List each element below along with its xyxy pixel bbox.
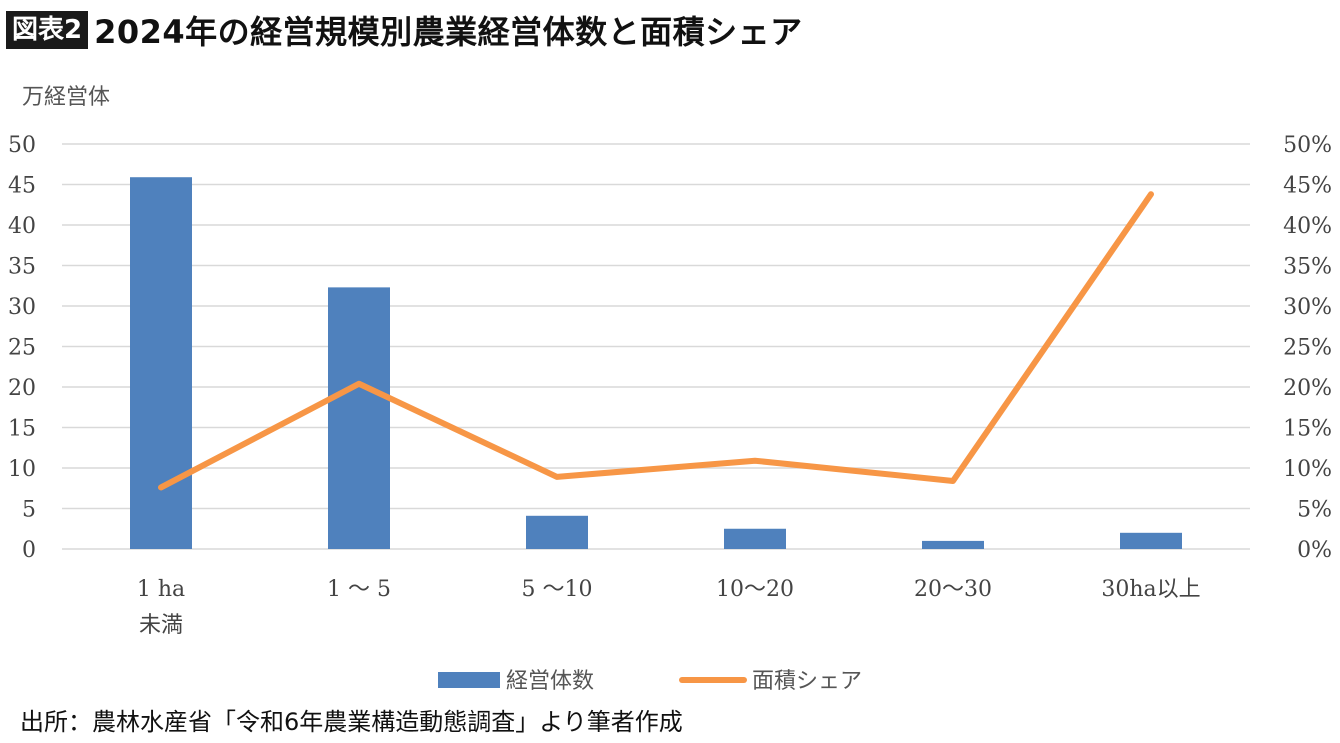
y-tick-label: 35 [8,255,36,280]
y-tick-label: 15 [8,417,36,442]
series-line [158,191,1154,491]
line-point [1150,193,1152,196]
y2-tick-label: 45% [1283,174,1332,199]
y-tick-label: 30 [8,295,36,320]
y-tick-label: 0 [22,538,36,563]
line-point [160,486,162,489]
bar-series [130,177,1182,549]
y-tick-label: 5 [22,498,36,523]
y2-tick-label: 50% [1283,133,1332,158]
line-point [754,459,756,462]
x-tick-label: 30ha以上 [1101,577,1200,602]
figure-badge: 図表2 [6,11,89,49]
x-tick-label: 20～30 [914,577,992,602]
y2-tick-label: 5% [1297,498,1332,523]
y2-tick-label: 40% [1283,214,1332,239]
y-tick-label: 45 [8,174,36,199]
y2-tick-label: 20% [1283,376,1332,401]
y2-tick-label: 35% [1283,255,1332,280]
legend-label-line: 面積シェア [752,669,862,694]
bar [1120,532,1182,549]
line-point [952,479,954,482]
left-axis-label: 万経営体 [22,85,110,110]
bar [130,177,192,549]
bar [724,528,786,549]
y2-tick-label: 0% [1297,538,1332,563]
x-tick-label: 5 ～10 [522,577,593,602]
left-axis-ticks: 0 5 10 15 20 25 30 35 40 45 50 [8,133,36,563]
bar [526,515,588,549]
legend-swatch-bar [438,672,500,688]
chart-title-row: 図表2 2024年の経営規模別農業経営体数と面積シェア [6,8,803,52]
line-series [158,191,1154,491]
line-point [556,475,558,478]
legend-label-bar: 経営体数 [506,669,594,694]
y-tick-label: 20 [8,376,36,401]
y-tick-label: 50 [8,133,36,158]
y-tick-label: 40 [8,214,36,239]
source-note: 出所：農林水産省「令和6年農業構造動態調査」より筆者作成 [20,708,683,736]
y2-tick-label: 30% [1283,295,1332,320]
y2-tick-label: 15% [1283,417,1332,442]
right-axis-ticks: 0% 5% 10% 15% 20% 25% 30% 35% 40% 45% 50% [1283,133,1332,563]
y2-tick-label: 10% [1283,457,1332,482]
y2-tick-label: 25% [1283,336,1332,361]
bar [922,540,984,549]
line-point [358,382,360,385]
legend: 経営体数 面積シェア [438,669,862,694]
x-tick-label: 10～20 [716,577,794,602]
x-tick-label: 1 ha 未満 [137,577,185,638]
category-axis-ticks: 1 ha 未満 1 ～ 5 5 ～10 10～20 20～30 30ha以上 [137,577,1201,638]
chart-title: 2024年の経営規模別農業経営体数と面積シェア [94,13,803,51]
bar [328,287,390,549]
y-tick-label: 10 [8,457,36,482]
x-tick-label: 1 ～ 5 [327,577,391,602]
grid-lines [62,143,1250,550]
y-tick-label: 25 [8,336,36,361]
